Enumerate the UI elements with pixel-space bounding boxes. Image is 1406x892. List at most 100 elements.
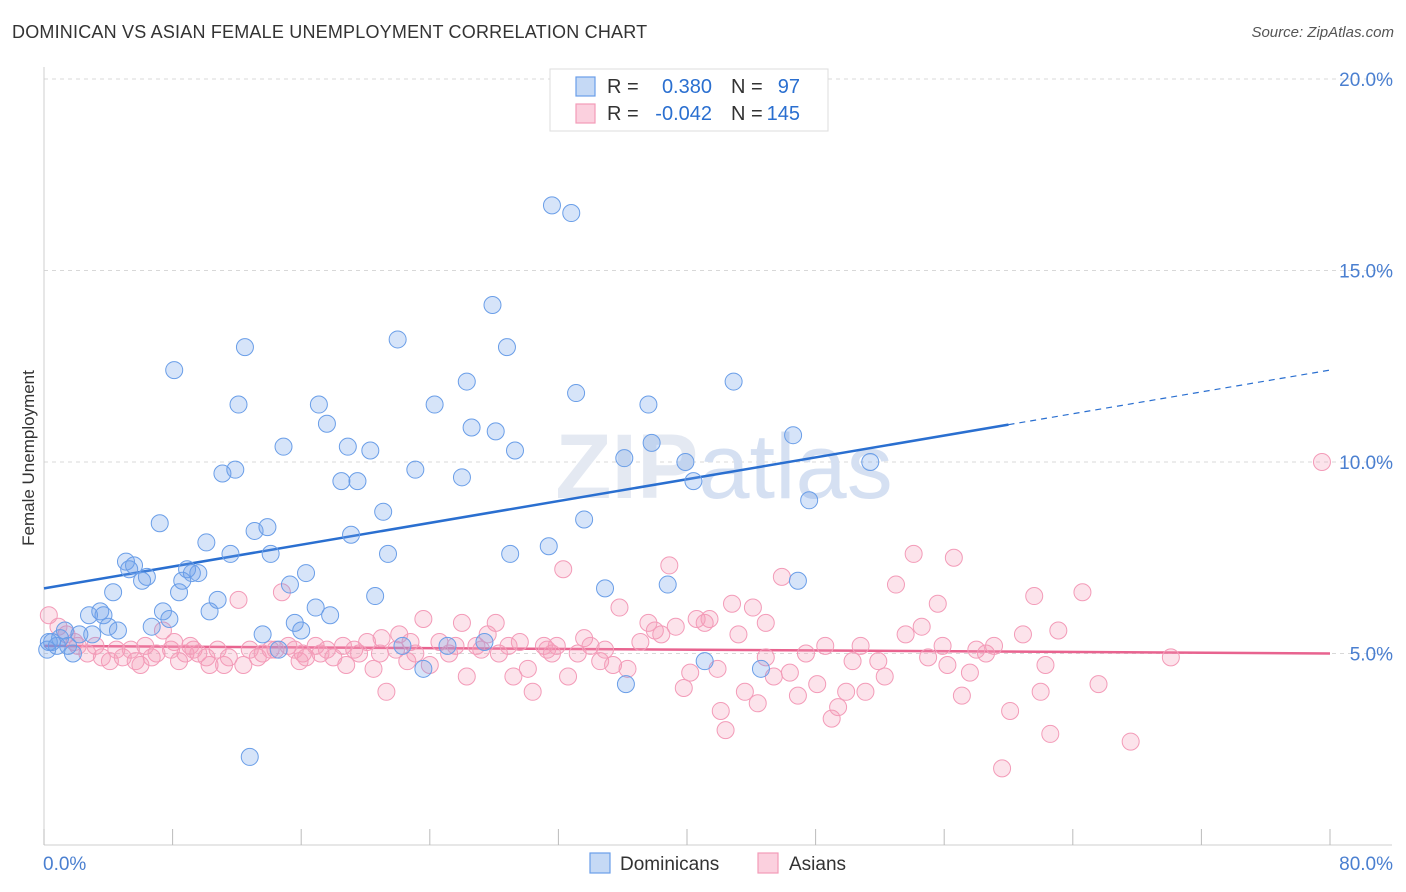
dominicans-point xyxy=(153,602,172,621)
asians-point xyxy=(153,621,172,640)
dominicans-point xyxy=(285,613,304,632)
dominicans-point xyxy=(125,556,144,575)
asians-point xyxy=(1041,724,1060,743)
x-tick-label-max: 80.0% xyxy=(1339,854,1393,875)
asians-point xyxy=(933,636,952,655)
dominicans-point xyxy=(94,606,113,625)
asians-point xyxy=(904,544,923,563)
dominicans-point xyxy=(182,564,201,583)
dominicans-point xyxy=(235,338,254,357)
dominicans-point xyxy=(338,437,357,456)
asians-point xyxy=(631,633,650,652)
asians-point xyxy=(170,652,189,671)
asians-point xyxy=(829,698,848,717)
dominicans-point xyxy=(542,196,561,215)
dominicans-point xyxy=(342,525,361,544)
asians-point xyxy=(780,663,799,682)
dominicans-point xyxy=(108,621,127,640)
dominicans-point xyxy=(348,472,367,491)
asians-point xyxy=(967,640,986,659)
y-tick-label-2: 15.0% xyxy=(1339,262,1393,283)
asians-point xyxy=(1312,453,1331,471)
asians-point xyxy=(604,655,623,674)
dominicans-point xyxy=(221,544,240,563)
asians-point xyxy=(107,640,126,659)
dominicans-point xyxy=(309,395,328,414)
asians-point xyxy=(610,598,629,617)
legend-r-label-2: R = xyxy=(607,103,639,125)
asians-point xyxy=(639,613,658,632)
dominicans-point xyxy=(596,579,615,598)
asians-point xyxy=(337,655,356,674)
asians-point xyxy=(1036,655,1055,674)
asians-point xyxy=(756,613,775,632)
asians-point xyxy=(538,640,557,659)
asians-trend-line xyxy=(43,644,1331,655)
dominicans-point xyxy=(800,491,819,510)
series-swatch-asians xyxy=(757,852,779,874)
dominicans-point xyxy=(388,330,407,349)
series-swatch-dominicans xyxy=(589,852,611,874)
dominicans-point xyxy=(361,441,380,460)
series-label-asians: Asians xyxy=(789,854,846,875)
legend-n-label-2: N = xyxy=(731,103,763,125)
x-tick-label-min: 0.0% xyxy=(43,854,86,875)
asians-point xyxy=(735,682,754,701)
asians-point xyxy=(869,652,888,671)
asians-point xyxy=(716,721,735,740)
dominicans-point xyxy=(332,472,351,491)
y-tick-label-3: 20.0% xyxy=(1339,70,1393,91)
asians-point xyxy=(581,636,600,655)
dominicans-point xyxy=(393,636,412,655)
asians-point xyxy=(333,636,352,655)
asians-point xyxy=(837,682,856,701)
asians-point xyxy=(414,610,433,629)
asians-point xyxy=(121,640,140,659)
asians-point xyxy=(200,655,219,674)
dominicans-point xyxy=(160,610,179,629)
asians-point xyxy=(618,659,637,678)
dominicans-point xyxy=(306,598,325,617)
dominicans-point xyxy=(616,675,635,694)
dominicans-point xyxy=(684,472,703,491)
asians-point xyxy=(39,606,58,625)
asians-point xyxy=(147,644,166,663)
dominicans-point xyxy=(452,468,471,487)
asians-point xyxy=(290,652,309,671)
dominicans-point xyxy=(229,395,248,414)
asians-point xyxy=(452,613,471,632)
asians-point xyxy=(1121,732,1140,751)
dominicans-point xyxy=(505,441,524,460)
dominicans-point xyxy=(676,453,695,471)
asians-point xyxy=(856,682,875,701)
asians-point xyxy=(700,610,719,629)
dominicans-point xyxy=(695,652,714,671)
legend-box xyxy=(549,68,829,132)
dominicans-point xyxy=(639,395,658,414)
dominicans-point xyxy=(292,621,311,640)
dominicans-point xyxy=(438,636,457,655)
dominicans-point xyxy=(374,502,393,521)
dominicans-point xyxy=(366,587,385,606)
legend-n-value-2: 145 xyxy=(767,103,800,125)
asians-point xyxy=(1031,682,1050,701)
dominicans-point xyxy=(788,571,807,590)
dominicans-point xyxy=(414,659,433,678)
asians-point xyxy=(952,686,971,705)
asians-point xyxy=(681,663,700,682)
chart-title: DOMINICAN VS ASIAN FEMALE UNEMPLOYMENT C… xyxy=(12,22,648,42)
dominicans-point xyxy=(104,583,123,602)
dominicans-point xyxy=(615,449,634,468)
asians-point xyxy=(772,567,791,586)
dominicans-point xyxy=(562,204,581,223)
asians-point xyxy=(518,659,537,678)
asians-point xyxy=(489,644,508,663)
asians-point xyxy=(985,636,1004,655)
dominicans-point xyxy=(658,575,677,594)
dominicans-point xyxy=(321,606,340,625)
asians-point xyxy=(743,598,762,617)
legend-r-value-2: -0.042 xyxy=(655,103,712,125)
dominicans-point xyxy=(99,617,118,636)
asians-point xyxy=(554,560,573,579)
